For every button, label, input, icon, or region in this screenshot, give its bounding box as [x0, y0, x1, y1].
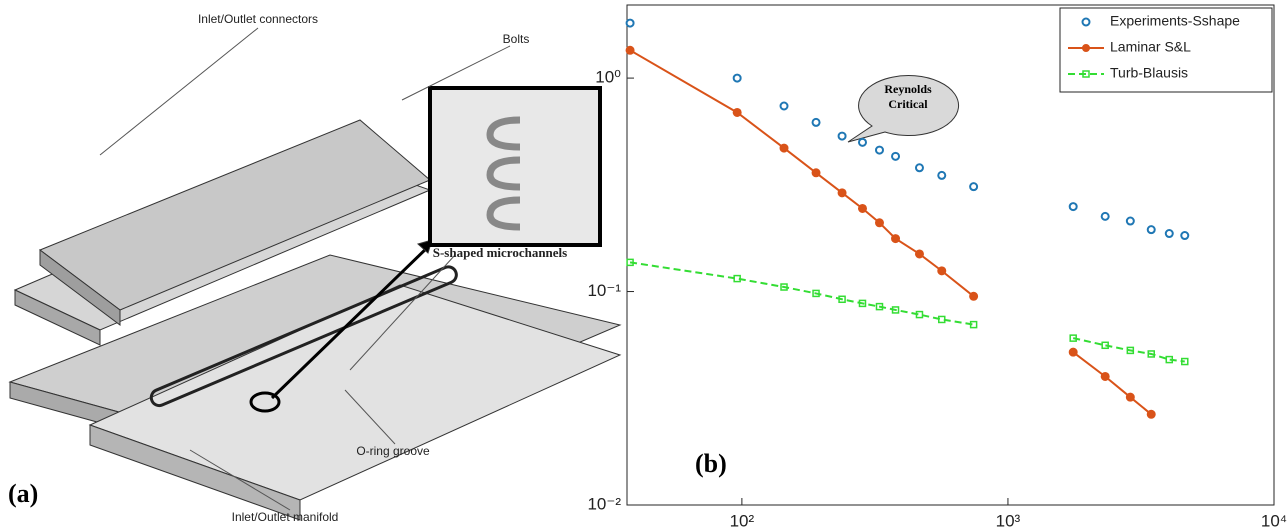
arrow: [270, 243, 432, 400]
marker: [811, 168, 821, 178]
annotation-bubble: [847, 75, 960, 143]
label: Inlet/Outlet connectors: [198, 12, 318, 26]
marker: [779, 143, 789, 153]
marker: [914, 163, 924, 173]
marker: [626, 258, 634, 267]
x-tick-label: 10⁴: [1261, 511, 1287, 530]
leader: [401, 45, 511, 101]
legend-label: Experiments-Sshape: [1110, 13, 1240, 29]
marker: [874, 145, 884, 155]
marker: [891, 234, 901, 244]
leader: [189, 449, 291, 511]
label: Bolts: [503, 32, 530, 46]
marker: [837, 131, 847, 141]
top-plate-side: [39, 249, 121, 326]
cad-drawing: [8, 27, 622, 521]
legend-marker: [1082, 70, 1090, 78]
marker: [1180, 231, 1190, 241]
legend-label: Turb-Blausis: [1110, 65, 1188, 81]
marker: [969, 320, 978, 329]
marker: [874, 218, 884, 228]
marker: [625, 18, 635, 28]
marker: [857, 137, 867, 147]
marker: [969, 291, 979, 301]
marker: [937, 266, 947, 276]
marker: [1146, 409, 1156, 419]
leader: [344, 389, 396, 445]
marker: [779, 101, 789, 111]
marker: [1100, 371, 1110, 381]
legend-marker: [1081, 17, 1091, 27]
leader: [349, 254, 456, 371]
marker: [937, 170, 947, 180]
marker: [1147, 350, 1155, 358]
marker: [1069, 334, 1077, 342]
legend-label: Laminar S&L: [1110, 39, 1191, 55]
marker: [1068, 202, 1078, 212]
x-tick-label: 10³: [996, 511, 1021, 530]
marker: [625, 45, 635, 55]
marker: [1125, 392, 1135, 402]
marker: [857, 203, 867, 213]
marker: [1164, 229, 1174, 239]
legend: [1059, 7, 1273, 93]
marker: [891, 306, 900, 314]
marker: [837, 188, 847, 198]
marker: [732, 73, 742, 83]
marker: [1068, 347, 1078, 357]
marker: [1100, 211, 1110, 221]
y-tick-label: 10⁻¹: [587, 281, 621, 300]
panel-label: (a): [8, 479, 38, 508]
marker: [812, 289, 820, 298]
marker: [1101, 341, 1109, 350]
marker: [914, 249, 924, 259]
marker: [838, 295, 846, 304]
y-tick-label: 10⁻²: [587, 494, 621, 513]
label: Inlet/Outlet manifold: [232, 510, 339, 524]
manifold-plate-side: [89, 424, 301, 521]
inset: [428, 86, 602, 247]
marker: [1126, 346, 1135, 355]
middle-plate-side: [14, 289, 101, 346]
marker: [1146, 225, 1156, 235]
marker: [875, 302, 884, 311]
annotation: Reynolds Critical: [884, 82, 932, 111]
marker: [969, 182, 979, 192]
highlight-circle: [249, 391, 281, 413]
o-ring-groove: [149, 265, 458, 408]
marker: [732, 107, 742, 117]
y-tick-label: 10⁰: [595, 68, 621, 87]
marker: [938, 315, 946, 324]
marker: [891, 151, 901, 161]
marker: [733, 274, 741, 283]
marker: [780, 283, 788, 291]
marker: [1125, 216, 1135, 226]
marker: [858, 299, 867, 308]
legend-marker: [1082, 44, 1090, 52]
leader: [99, 27, 259, 156]
annotation-box: Reynolds Critical: [884, 82, 932, 111]
marker: [915, 310, 924, 319]
x-tick-label: 10²: [730, 511, 755, 530]
label: O-ring groove: [356, 444, 430, 458]
s-channels: [486, 116, 521, 231]
marker: [811, 117, 821, 127]
panel-label: (b): [695, 449, 727, 478]
marker: [1165, 355, 1174, 364]
marker: [1181, 357, 1189, 366]
label: S-shaped microchannels: [433, 245, 567, 260]
bubble: [847, 75, 960, 143]
